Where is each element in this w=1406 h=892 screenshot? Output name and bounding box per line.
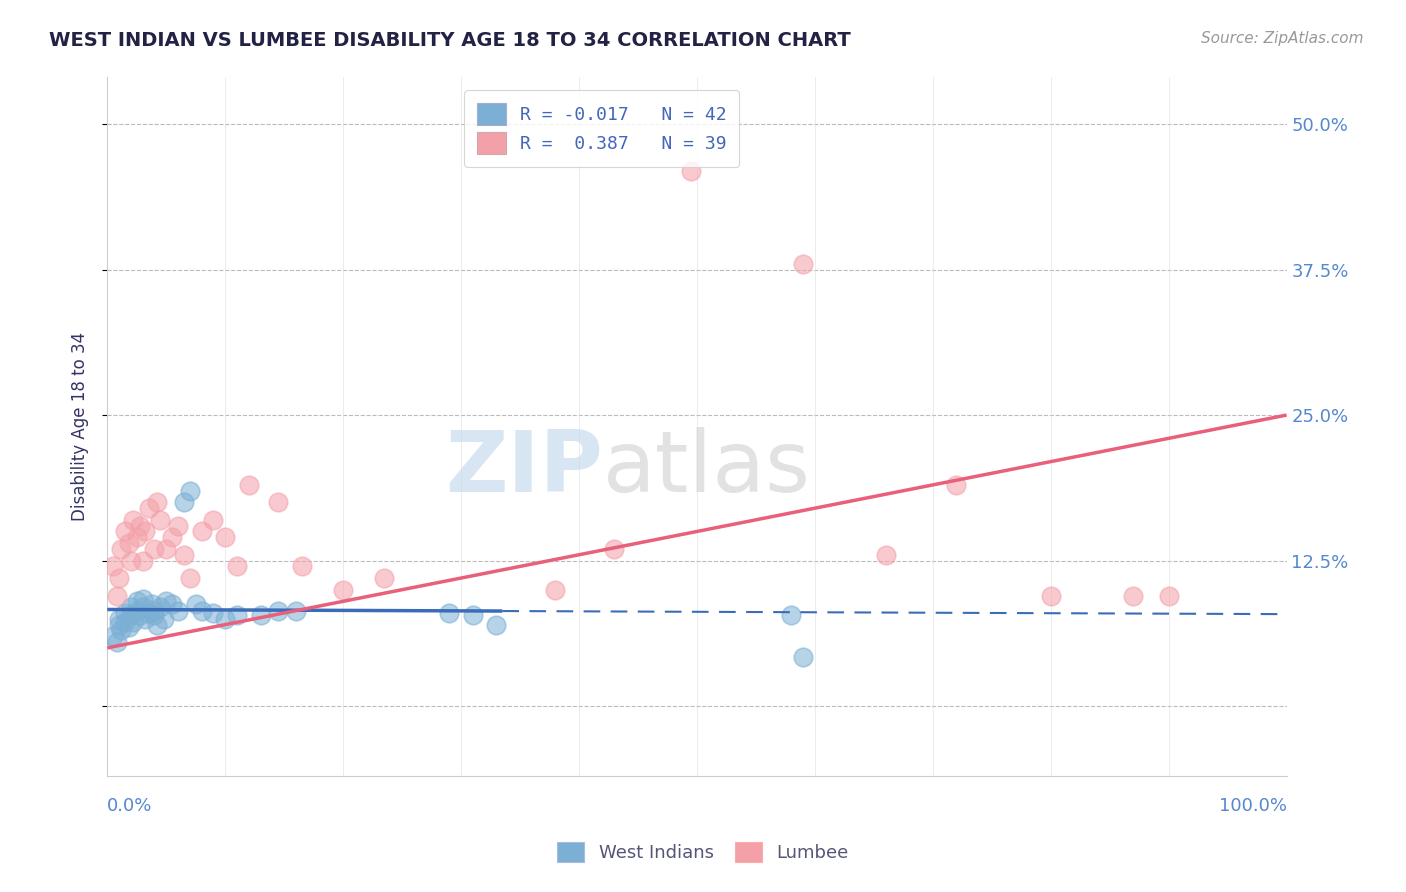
Point xyxy=(226,608,249,623)
Point xyxy=(110,541,132,556)
Point xyxy=(167,604,190,618)
Point xyxy=(214,530,236,544)
Point xyxy=(138,606,160,620)
Point xyxy=(332,582,354,597)
Point xyxy=(129,518,152,533)
Point xyxy=(285,604,308,618)
Point xyxy=(143,608,166,623)
Point xyxy=(122,615,145,630)
Point xyxy=(184,597,207,611)
Point xyxy=(439,606,461,620)
Point xyxy=(120,600,142,615)
Point xyxy=(202,606,225,620)
Point xyxy=(160,597,183,611)
Point xyxy=(117,536,139,550)
Point xyxy=(131,553,153,567)
Text: 0.0%: 0.0% xyxy=(107,797,153,815)
Point xyxy=(485,617,508,632)
Point xyxy=(110,624,132,638)
Point xyxy=(134,612,156,626)
Point xyxy=(114,606,136,620)
Point xyxy=(103,629,125,643)
Point xyxy=(267,495,290,509)
Point xyxy=(138,501,160,516)
Point xyxy=(792,650,814,665)
Point xyxy=(179,571,201,585)
Point xyxy=(146,617,169,632)
Point xyxy=(120,553,142,567)
Point xyxy=(114,615,136,630)
Point xyxy=(173,548,195,562)
Point xyxy=(373,571,395,585)
Point xyxy=(146,495,169,509)
Point xyxy=(179,483,201,498)
Point xyxy=(131,600,153,615)
Point xyxy=(131,592,153,607)
Point xyxy=(214,612,236,626)
Point xyxy=(114,524,136,539)
Point xyxy=(190,604,212,618)
Point xyxy=(945,478,967,492)
Point xyxy=(249,608,271,623)
Point xyxy=(117,620,139,634)
Text: atlas: atlas xyxy=(603,427,811,510)
Point xyxy=(149,513,172,527)
Point xyxy=(792,257,814,271)
Point xyxy=(155,541,177,556)
Point xyxy=(160,530,183,544)
Text: WEST INDIAN VS LUMBEE DISABILITY AGE 18 TO 34 CORRELATION CHART: WEST INDIAN VS LUMBEE DISABILITY AGE 18 … xyxy=(49,31,851,50)
Point xyxy=(291,559,314,574)
Point xyxy=(461,608,484,623)
Point xyxy=(149,600,172,615)
Point xyxy=(544,582,567,597)
Point xyxy=(143,604,166,618)
Legend: R = -0.017   N = 42, R =  0.387   N = 39: R = -0.017 N = 42, R = 0.387 N = 39 xyxy=(464,90,740,167)
Point xyxy=(105,589,128,603)
Point xyxy=(103,559,125,574)
Point xyxy=(679,163,702,178)
Point xyxy=(155,594,177,608)
Point xyxy=(1122,589,1144,603)
Text: 100.0%: 100.0% xyxy=(1219,797,1286,815)
Y-axis label: Disability Age 18 to 34: Disability Age 18 to 34 xyxy=(72,332,89,521)
Point xyxy=(173,495,195,509)
Point xyxy=(143,541,166,556)
Point xyxy=(1039,589,1062,603)
Point xyxy=(129,608,152,623)
Point xyxy=(780,608,803,623)
Point xyxy=(108,571,131,585)
Point xyxy=(134,524,156,539)
Legend: West Indians, Lumbee: West Indians, Lumbee xyxy=(550,834,856,870)
Point xyxy=(190,524,212,539)
Point xyxy=(202,513,225,527)
Point xyxy=(153,612,176,626)
Point xyxy=(267,604,290,618)
Text: Source: ZipAtlas.com: Source: ZipAtlas.com xyxy=(1201,31,1364,46)
Point xyxy=(226,559,249,574)
Point xyxy=(125,530,148,544)
Point xyxy=(141,597,163,611)
Point xyxy=(875,548,897,562)
Point xyxy=(120,608,142,623)
Text: ZIP: ZIP xyxy=(444,427,603,510)
Point xyxy=(108,612,131,626)
Point xyxy=(122,513,145,527)
Point xyxy=(108,617,131,632)
Point xyxy=(603,541,626,556)
Point xyxy=(167,518,190,533)
Point xyxy=(105,635,128,649)
Point xyxy=(125,594,148,608)
Point xyxy=(125,604,148,618)
Point xyxy=(238,478,260,492)
Point xyxy=(1157,589,1180,603)
